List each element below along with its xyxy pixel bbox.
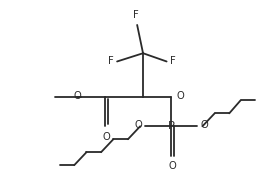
Text: F: F [170, 56, 176, 66]
Text: P: P [168, 121, 175, 131]
Text: O: O [200, 120, 208, 130]
Text: O: O [134, 120, 142, 130]
Text: F: F [108, 56, 114, 66]
Text: O: O [73, 91, 81, 101]
Text: O: O [168, 161, 176, 171]
Text: F: F [133, 10, 139, 20]
Text: O: O [102, 132, 110, 142]
Text: O: O [177, 91, 184, 101]
